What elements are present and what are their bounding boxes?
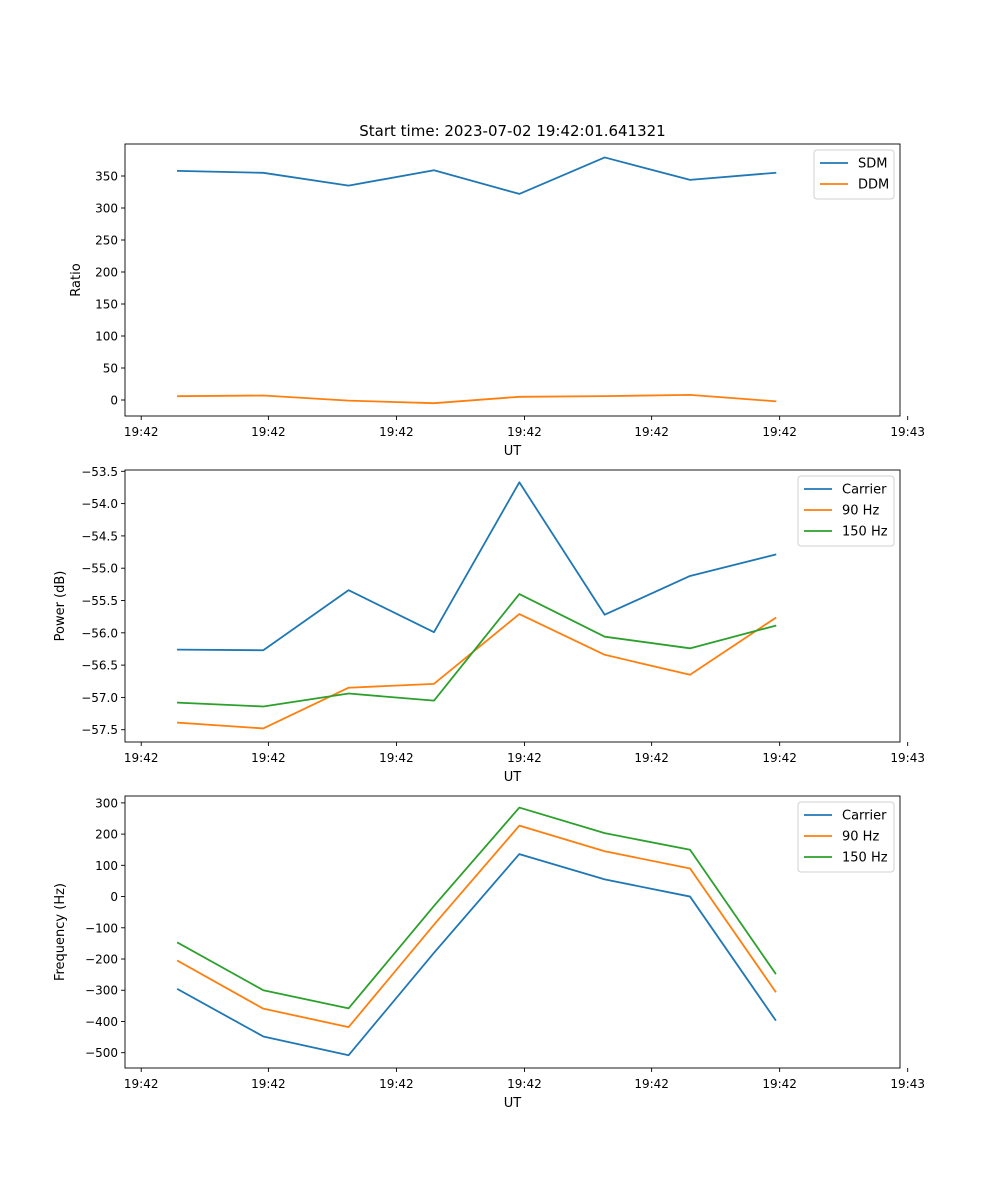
x-tick-label: 19:42 bbox=[379, 1077, 414, 1091]
x-tick-label: 19:42 bbox=[507, 1077, 542, 1091]
series-line-sdm bbox=[176, 156, 777, 195]
y-tick-label: −300 bbox=[85, 984, 118, 998]
y-tick-label: 300 bbox=[95, 796, 118, 810]
legend-label: 90 Hz bbox=[842, 830, 879, 845]
y-axis-label: Frequency (Hz) bbox=[53, 883, 68, 981]
x-tick-label: 19:43 bbox=[890, 1077, 925, 1091]
x-tick-label: 19:42 bbox=[379, 751, 414, 765]
x-tick-label: 19:42 bbox=[124, 425, 159, 439]
legend-label: 150 Hz bbox=[842, 525, 888, 540]
series-line-ddm bbox=[177, 393, 777, 405]
y-tick-label: −500 bbox=[85, 1046, 118, 1060]
plot-frame bbox=[124, 469, 901, 743]
y-tick-label: −55.0 bbox=[81, 562, 118, 576]
y-tick-label: 100 bbox=[95, 859, 118, 873]
series-line-carrier bbox=[176, 853, 777, 1057]
y-tick-label: 250 bbox=[95, 234, 118, 248]
x-tick-label: 19:42 bbox=[634, 425, 669, 439]
y-tick-label: −54.5 bbox=[81, 529, 118, 543]
x-tick-label: 19:42 bbox=[379, 425, 414, 439]
legend-label: Carrier bbox=[842, 809, 887, 824]
y-tick-label: −53.5 bbox=[81, 465, 118, 479]
chart-title: Start time: 2023-07-02 19:42:01.641321 bbox=[359, 122, 665, 140]
plot-frame bbox=[124, 795, 901, 1069]
x-tick-label: 19:42 bbox=[251, 425, 286, 439]
legend-box bbox=[797, 475, 895, 547]
y-tick-label: −57.0 bbox=[81, 691, 118, 705]
x-axis-label: UT bbox=[504, 1096, 522, 1111]
x-tick-label: 19:43 bbox=[890, 751, 925, 765]
y-tick-label: 0 bbox=[110, 890, 118, 904]
legend-label: Carrier bbox=[842, 483, 887, 498]
y-axis-label: Ratio bbox=[69, 263, 84, 296]
legend-label: SDM bbox=[858, 157, 887, 172]
x-tick-label: 19:42 bbox=[507, 425, 542, 439]
x-tick-label: 19:43 bbox=[890, 425, 925, 439]
frequency-panel: 19:42 19:42 19:42 19:42 19:42 19:42 19:43 −500 −… bbox=[53, 795, 925, 1111]
ratio-panel: Start time: 2023-07-02 19:42:01.641321 19… bbox=[69, 122, 925, 459]
y-tick-label: 200 bbox=[95, 266, 118, 280]
x-tick-label: 19:42 bbox=[634, 751, 669, 765]
y-tick-label: 200 bbox=[95, 828, 118, 842]
x-tick-label: 19:42 bbox=[762, 751, 797, 765]
y-tick-label: 350 bbox=[95, 170, 118, 184]
legend-label: 150 Hz bbox=[842, 851, 888, 866]
y-tick-label: −100 bbox=[85, 921, 118, 935]
x-tick-label: 19:42 bbox=[762, 425, 797, 439]
series-line-carrier bbox=[177, 481, 777, 652]
legend-label: DDM bbox=[858, 178, 889, 193]
y-tick-label: 150 bbox=[95, 298, 118, 312]
x-tick-label: 19:42 bbox=[124, 1077, 159, 1091]
y-tick-label: −56.5 bbox=[81, 659, 118, 673]
y-tick-label: −200 bbox=[85, 953, 118, 967]
y-tick-label: −56.0 bbox=[81, 626, 118, 640]
y-tick-label: −57.5 bbox=[81, 723, 118, 737]
x-axis-label: UT bbox=[504, 770, 522, 785]
x-tick-label: 19:42 bbox=[507, 751, 542, 765]
y-tick-label: −400 bbox=[85, 1015, 118, 1029]
y-tick-label: 50 bbox=[103, 362, 118, 376]
y-tick-label: 300 bbox=[95, 202, 118, 216]
legend-box bbox=[797, 801, 895, 873]
power-panel: 19:42 19:42 19:42 19:42 19:42 19:42 19:43 −57.5… bbox=[53, 465, 925, 785]
series-line-150-hz bbox=[176, 593, 777, 708]
x-axis-label: UT bbox=[504, 444, 522, 459]
x-tick-label: 19:42 bbox=[124, 751, 159, 765]
x-tick-label: 19:42 bbox=[251, 1077, 286, 1091]
y-tick-label: 0 bbox=[110, 394, 118, 408]
y-axis-label: Power (dB) bbox=[53, 571, 68, 642]
x-tick-label: 19:42 bbox=[634, 1077, 669, 1091]
series-line-90-hz bbox=[176, 824, 777, 1028]
series-line-90-hz bbox=[176, 613, 777, 730]
y-tick-label: 100 bbox=[95, 330, 118, 344]
series-line-150-hz bbox=[176, 806, 777, 1010]
y-tick-label: −54.0 bbox=[81, 497, 118, 511]
x-tick-label: 19:42 bbox=[251, 751, 286, 765]
x-tick-label: 19:42 bbox=[762, 1077, 797, 1091]
legend-label: 90 Hz bbox=[842, 504, 879, 519]
y-tick-label: −55.5 bbox=[81, 594, 118, 608]
plot-frame bbox=[124, 143, 901, 417]
